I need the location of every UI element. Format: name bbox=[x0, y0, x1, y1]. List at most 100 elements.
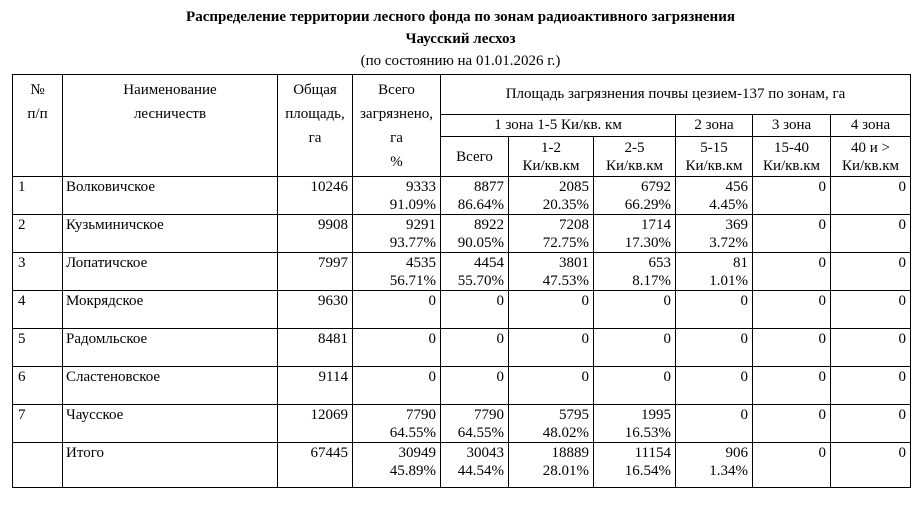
zone1-total-cell: 30043 44.54% bbox=[440, 442, 509, 488]
as-of-date: (по состоянию на 01.01.2026 г.) bbox=[360, 53, 561, 69]
zone-2-5-cell: 11154 16.54% bbox=[593, 442, 676, 488]
header-sub-1-2: 1-2 Ки/кв.км bbox=[508, 136, 594, 177]
zone-1-2-cell: 18889 28.01% bbox=[508, 442, 594, 488]
table-row: 2 Кузьминичское 9908 9291 93.77% 8922 90… bbox=[12, 214, 912, 253]
total-area-cell: 8481 bbox=[277, 328, 353, 367]
total-contaminated-cell: 7790 64.55% bbox=[352, 404, 441, 443]
zone-2-5-cell: 1995 16.53% bbox=[593, 404, 676, 443]
header-sub-40: 40 и > Ки/кв.км bbox=[829, 136, 912, 177]
zone-40-cell: 0 bbox=[829, 252, 912, 291]
zone-2-5-cell: 653 8.17% bbox=[593, 252, 676, 291]
total-area-cell: 7997 bbox=[277, 252, 353, 291]
total-contaminated-cell: 0 bbox=[352, 366, 441, 405]
contamination-table: № п/п Наименование лесничеств Общая площ… bbox=[12, 74, 912, 488]
row-number: 1 bbox=[12, 176, 63, 215]
zone-40-cell: 0 bbox=[829, 442, 912, 488]
zone1-total-cell: 4454 55.70% bbox=[440, 252, 509, 291]
zone-1-2-cell: 2085 20.35% bbox=[508, 176, 594, 215]
total-contaminated-cell: 4535 56.71% bbox=[352, 252, 441, 291]
header-zones-group: Площадь загрязнения почвы цезием-137 по … bbox=[439, 74, 912, 115]
zone-15-40-cell: 0 bbox=[752, 366, 831, 405]
zone-15-40-cell: 0 bbox=[752, 328, 831, 367]
zone-1-2-cell: 0 bbox=[508, 366, 594, 405]
header-total-area: Общая площадь, га bbox=[277, 74, 353, 177]
header-forestry-name: Наименование лесничеств bbox=[62, 74, 278, 177]
zone-5-15-cell: 0 bbox=[675, 328, 753, 367]
zone-40-cell: 0 bbox=[829, 290, 912, 329]
header-sub-2-5: 2-5 Ки/кв.км bbox=[593, 136, 676, 177]
header-sub-5-15: 5-15 Ки/кв.км bbox=[675, 136, 753, 177]
zone-5-15-cell: 0 bbox=[675, 404, 753, 443]
zone-40-cell: 0 bbox=[829, 366, 912, 405]
zone-40-cell: 0 bbox=[829, 328, 912, 367]
zone-1-2-cell: 7208 72.75% bbox=[508, 214, 594, 253]
totals-label: Итого bbox=[62, 442, 278, 488]
totals-row: Итого 67445 30949 45.89% 30043 44.54% 18… bbox=[12, 442, 912, 488]
total-area-cell: 10246 bbox=[277, 176, 353, 215]
row-number: 6 bbox=[12, 366, 63, 405]
header-num: № п/п bbox=[12, 74, 63, 177]
zone-5-15-cell: 0 bbox=[675, 366, 753, 405]
zone-15-40-cell: 0 bbox=[752, 442, 831, 488]
zone-15-40-cell: 0 bbox=[752, 176, 831, 215]
zone-15-40-cell: 0 bbox=[752, 214, 831, 253]
zone1-total-cell: 8922 90.05% bbox=[440, 214, 509, 253]
zone-1-2-cell: 0 bbox=[508, 328, 594, 367]
header-total-contaminated: Всего загрязнено, га % bbox=[352, 74, 441, 177]
zone-2-5-cell: 0 bbox=[593, 366, 676, 405]
zone1-total-cell: 0 bbox=[440, 328, 509, 367]
zone-2-5-cell: 0 bbox=[593, 328, 676, 367]
total-contaminated-cell: 30949 45.89% bbox=[352, 442, 441, 488]
zone-2-5-cell: 1714 17.30% bbox=[593, 214, 676, 253]
forestry-name: Кузьминичское bbox=[62, 214, 278, 253]
table-row: 1 Волковичское 10246 9333 91.09% 8877 86… bbox=[12, 176, 912, 215]
document-title: Распределение территории лесного фонда п… bbox=[186, 9, 735, 25]
table-row: 6 Сластеновское 9114 0 0 0 0 0 0 0 bbox=[12, 366, 912, 405]
zone-2-5-cell: 6792 66.29% bbox=[593, 176, 676, 215]
total-contaminated-cell: 0 bbox=[352, 328, 441, 367]
total-area-cell: 9630 bbox=[277, 290, 353, 329]
zone-15-40-cell: 0 bbox=[752, 404, 831, 443]
row-number: 3 bbox=[12, 252, 63, 291]
zone-1-2-cell: 3801 47.53% bbox=[508, 252, 594, 291]
zone-40-cell: 0 bbox=[829, 214, 912, 253]
header-zone2: 2 зона bbox=[675, 114, 753, 137]
zone-5-15-cell: 369 3.72% bbox=[675, 214, 753, 253]
zone1-total-cell: 0 bbox=[440, 366, 509, 405]
forestry-name: Радомльское bbox=[62, 328, 278, 367]
table-row: 5 Радомльское 8481 0 0 0 0 0 0 0 bbox=[12, 328, 912, 367]
total-contaminated-cell: 9333 91.09% bbox=[352, 176, 441, 215]
zone-40-cell: 0 bbox=[829, 176, 912, 215]
header-zone4: 4 зона bbox=[829, 114, 912, 137]
zone-5-15-cell: 81 1.01% bbox=[675, 252, 753, 291]
header-zone3: 3 зона bbox=[752, 114, 831, 137]
table-row: 7 Чаусское 12069 7790 64.55% 7790 64.55%… bbox=[12, 404, 912, 443]
document-subtitle: Чаусский лесхоз bbox=[405, 31, 516, 47]
total-area-cell: 9908 bbox=[277, 214, 353, 253]
forestry-name: Сластеновское bbox=[62, 366, 278, 405]
zone-40-cell: 0 bbox=[829, 404, 912, 443]
header-zone1-total: Всего bbox=[440, 136, 509, 177]
zone1-total-cell: 0 bbox=[440, 290, 509, 329]
forestry-name: Волковичское bbox=[62, 176, 278, 215]
zone1-total-cell: 8877 86.64% bbox=[440, 176, 509, 215]
table-row: 4 Мокрядское 9630 0 0 0 0 0 0 0 bbox=[12, 290, 912, 329]
row-number: 2 bbox=[12, 214, 63, 253]
header-zone1: 1 зона 1-5 Ки/кв. км bbox=[440, 114, 676, 137]
forestry-name: Чаусское bbox=[62, 404, 278, 443]
zone-5-15-cell: 456 4.45% bbox=[675, 176, 753, 215]
total-area-cell: 67445 bbox=[277, 442, 353, 488]
zone-1-2-cell: 0 bbox=[508, 290, 594, 329]
row-number bbox=[12, 442, 63, 488]
zone-5-15-cell: 906 1.34% bbox=[675, 442, 753, 488]
total-contaminated-cell: 0 bbox=[352, 290, 441, 329]
zone-1-2-cell: 5795 48.02% bbox=[508, 404, 594, 443]
zone1-total-cell: 7790 64.55% bbox=[440, 404, 509, 443]
total-area-cell: 12069 bbox=[277, 404, 353, 443]
row-number: 5 bbox=[12, 328, 63, 367]
zone-5-15-cell: 0 bbox=[675, 290, 753, 329]
total-area-cell: 9114 bbox=[277, 366, 353, 405]
zone-15-40-cell: 0 bbox=[752, 290, 831, 329]
document-header: Распределение территории лесного фонда п… bbox=[0, 0, 921, 72]
zone-15-40-cell: 0 bbox=[752, 252, 831, 291]
